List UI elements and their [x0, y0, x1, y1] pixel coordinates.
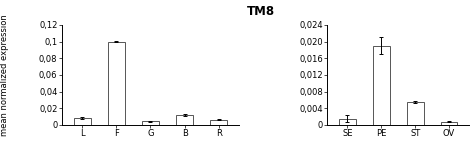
Text: mean normalized expression: mean normalized expression: [0, 14, 9, 136]
Bar: [176, 115, 193, 125]
Bar: [210, 120, 228, 125]
Text: TM8: TM8: [246, 5, 275, 18]
Bar: [142, 122, 159, 125]
Bar: [108, 42, 125, 125]
Bar: [373, 46, 390, 125]
Bar: [440, 122, 457, 125]
Bar: [73, 118, 91, 125]
Bar: [407, 102, 424, 125]
Bar: [339, 119, 356, 125]
